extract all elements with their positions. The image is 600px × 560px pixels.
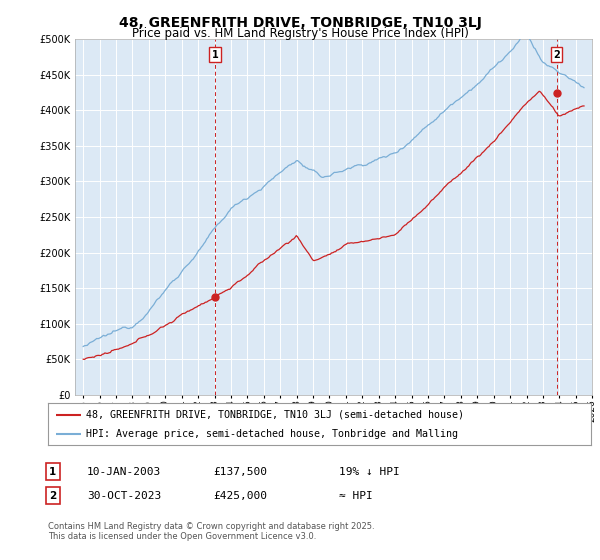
Text: 19% ↓ HPI: 19% ↓ HPI xyxy=(339,466,400,477)
Text: 48, GREENFRITH DRIVE, TONBRIDGE, TN10 3LJ: 48, GREENFRITH DRIVE, TONBRIDGE, TN10 3L… xyxy=(119,16,481,30)
Text: Price paid vs. HM Land Registry's House Price Index (HPI): Price paid vs. HM Land Registry's House … xyxy=(131,27,469,40)
Text: 1: 1 xyxy=(212,50,218,60)
Text: 2: 2 xyxy=(49,491,56,501)
Text: 2: 2 xyxy=(553,50,560,60)
Text: 48, GREENFRITH DRIVE, TONBRIDGE, TN10 3LJ (semi-detached house): 48, GREENFRITH DRIVE, TONBRIDGE, TN10 3L… xyxy=(86,409,464,419)
Text: Contains HM Land Registry data © Crown copyright and database right 2025.
This d: Contains HM Land Registry data © Crown c… xyxy=(48,522,374,542)
Text: ≈ HPI: ≈ HPI xyxy=(339,491,373,501)
Text: 1: 1 xyxy=(49,466,56,477)
Text: 30-OCT-2023: 30-OCT-2023 xyxy=(87,491,161,501)
Text: £425,000: £425,000 xyxy=(213,491,267,501)
Text: £137,500: £137,500 xyxy=(213,466,267,477)
Text: HPI: Average price, semi-detached house, Tonbridge and Malling: HPI: Average price, semi-detached house,… xyxy=(86,429,458,439)
Text: 10-JAN-2003: 10-JAN-2003 xyxy=(87,466,161,477)
